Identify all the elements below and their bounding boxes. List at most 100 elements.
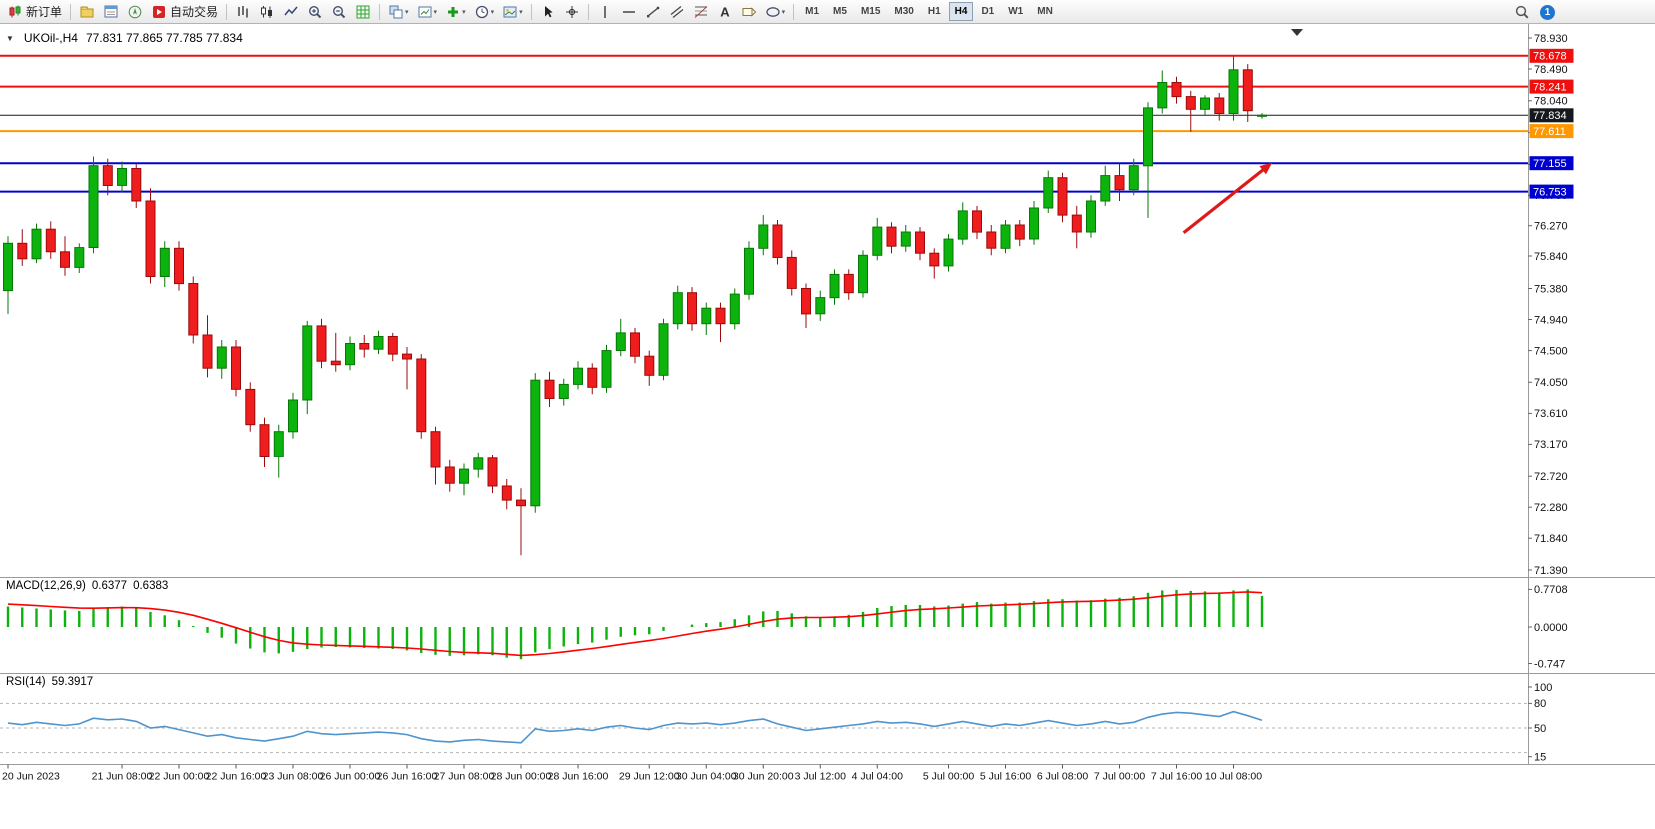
candle — [145, 188, 156, 284]
candle — [858, 250, 868, 298]
dropdown-caret-icon[interactable]: ▾ — [519, 8, 523, 16]
dropdown-caret-icon[interactable]: ▾ — [490, 8, 495, 16]
navigator-icon[interactable] — [123, 2, 147, 22]
macd-axis[interactable]: 0.7708 0.0000 -0.747 — [1528, 584, 1568, 670]
chart-area[interactable]: 78.93078.49078.04077.59077.14076.70076.2… — [0, 24, 1655, 829]
cursor-icon[interactable] — [536, 2, 560, 22]
timeframe-m30-button[interactable]: M30 — [888, 2, 919, 21]
macd-value-main: 0.6377 — [91, 580, 128, 592]
candle — [31, 223, 42, 264]
dropdown-caret-icon[interactable]: ▾ — [781, 8, 786, 16]
candle — [273, 424, 284, 478]
new-order-button[interactable]: 新订单 — [3, 2, 66, 22]
fibonacci-icon[interactable] — [689, 2, 713, 22]
chart-shift-icon[interactable]: ▾ — [413, 2, 442, 22]
rsi-tick-label: 80 — [1534, 698, 1546, 710]
candle — [1100, 165, 1111, 206]
toolbar: 新订单 自动交易 ▾ ▾ ▾ ▾ ▾ A ▾ M1 M5 M15 M30 H1 H4 D1 W1 MN 1 — [0, 0, 1655, 24]
label-icon[interactable] — [737, 2, 761, 22]
candle — [829, 269, 840, 305]
autotrading-button[interactable]: 自动交易 — [147, 2, 222, 22]
candle — [1228, 55, 1239, 121]
tile-windows-icon[interactable]: ▾ — [384, 2, 413, 22]
timeframe-w1-button[interactable]: W1 — [1002, 2, 1029, 21]
grid-icon[interactable] — [351, 2, 375, 22]
candle — [202, 315, 213, 378]
price-axis[interactable]: 78.93078.49078.04077.59077.14076.70076.2… — [1528, 33, 1574, 577]
candle — [1200, 95, 1210, 115]
timeframe-mn-button[interactable]: MN — [1031, 2, 1059, 21]
timeframe-h1-button[interactable]: H1 — [922, 2, 947, 21]
rsi-axis[interactable]: 100 80 50 15 — [1528, 682, 1552, 764]
toolbar-separator — [587, 3, 589, 20]
price-tick-label: 71.840 — [1534, 533, 1568, 545]
toolbar-separator — [379, 3, 381, 20]
periods-icon[interactable]: ▾ — [470, 2, 499, 22]
vertical-line-icon[interactable] — [593, 2, 617, 22]
price-badge: 77.611 — [1529, 124, 1574, 139]
zoom-out-icon[interactable] — [327, 2, 351, 22]
candle — [644, 350, 655, 386]
templates-icon[interactable]: ▾ — [498, 2, 527, 22]
price-tick-label: 78.490 — [1534, 64, 1568, 76]
text-icon[interactable]: A — [713, 2, 737, 22]
candle — [131, 164, 142, 208]
crosshair-icon[interactable] — [560, 2, 584, 22]
horizontal-line-icon[interactable] — [617, 2, 641, 22]
dropdown-caret-icon[interactable]: ▾ — [433, 8, 438, 16]
price-tick-label: 74.500 — [1534, 345, 1568, 357]
zoom-in-icon[interactable] — [303, 2, 327, 22]
charts-profile-icon[interactable] — [75, 2, 99, 22]
chart-canvas[interactable]: 78.93078.49078.04077.59077.14076.70076.2… — [0, 24, 1655, 829]
trendline-icon[interactable] — [641, 2, 665, 22]
time-label: 3 Jul 12:00 — [795, 771, 847, 783]
trend-arrow[interactable] — [1182, 162, 1272, 234]
timeframe-d1-button[interactable]: D1 — [975, 2, 1000, 21]
candle-chart-type-icon[interactable] — [255, 2, 279, 22]
price-tick-label: 74.940 — [1534, 314, 1568, 326]
price-badge: 78.241 — [1529, 79, 1574, 94]
timeframe-m1-button[interactable]: M1 — [799, 2, 825, 21]
dropdown-caret-icon[interactable]: ▾ — [462, 8, 466, 16]
time-label: 7 Jul 00:00 — [1094, 771, 1146, 783]
bar-chart-type-icon[interactable] — [231, 2, 255, 22]
candle — [1242, 64, 1253, 122]
candle — [216, 340, 227, 379]
candle — [573, 361, 583, 390]
candle — [601, 344, 612, 393]
time-label: 5 Jul 16:00 — [980, 771, 1032, 783]
shapes-icon[interactable]: ▾ — [761, 2, 790, 22]
search-icon[interactable] — [1510, 2, 1534, 22]
toolbar-separator — [226, 3, 228, 20]
price-tick-label: 76.270 — [1534, 221, 1568, 233]
add-indicator-icon[interactable]: ▾ — [441, 2, 470, 22]
channel-icon[interactable] — [665, 2, 689, 22]
panel-separators[interactable] — [0, 24, 1655, 765]
candle — [943, 234, 954, 272]
toolbar-separator — [530, 3, 532, 20]
candle — [487, 455, 498, 494]
chart-collapse-icon[interactable]: ▼ — [6, 33, 14, 43]
market-watch-icon[interactable] — [99, 2, 123, 22]
notification-badge[interactable]: 1 — [1540, 4, 1555, 20]
price-level-lines[interactable] — [0, 54, 1528, 193]
price-tick-label: 71.390 — [1534, 565, 1568, 577]
macd-label: MACD(12,26,9) 0.6377 0.6383 — [6, 580, 168, 592]
svg-text:A: A — [720, 4, 730, 19]
timeframe-m15-button[interactable]: M15 — [855, 2, 886, 21]
toolbar-separator — [793, 3, 795, 20]
macd-signal-line — [7, 591, 1263, 657]
line-chart-type-icon[interactable] — [279, 2, 303, 22]
candle — [416, 354, 427, 439]
chart-shift-marker[interactable] — [1291, 29, 1303, 36]
candle — [117, 161, 127, 193]
dropdown-caret-icon[interactable]: ▾ — [405, 8, 409, 16]
timeframe-h4-button[interactable]: H4 — [948, 2, 974, 21]
svg-text:78.678: 78.678 — [1533, 51, 1567, 63]
candle — [544, 371, 555, 407]
price-tick-label: 75.380 — [1534, 283, 1568, 295]
timeframe-m5-button[interactable]: M5 — [827, 2, 853, 21]
price-badge: 78.678 — [1529, 48, 1574, 63]
